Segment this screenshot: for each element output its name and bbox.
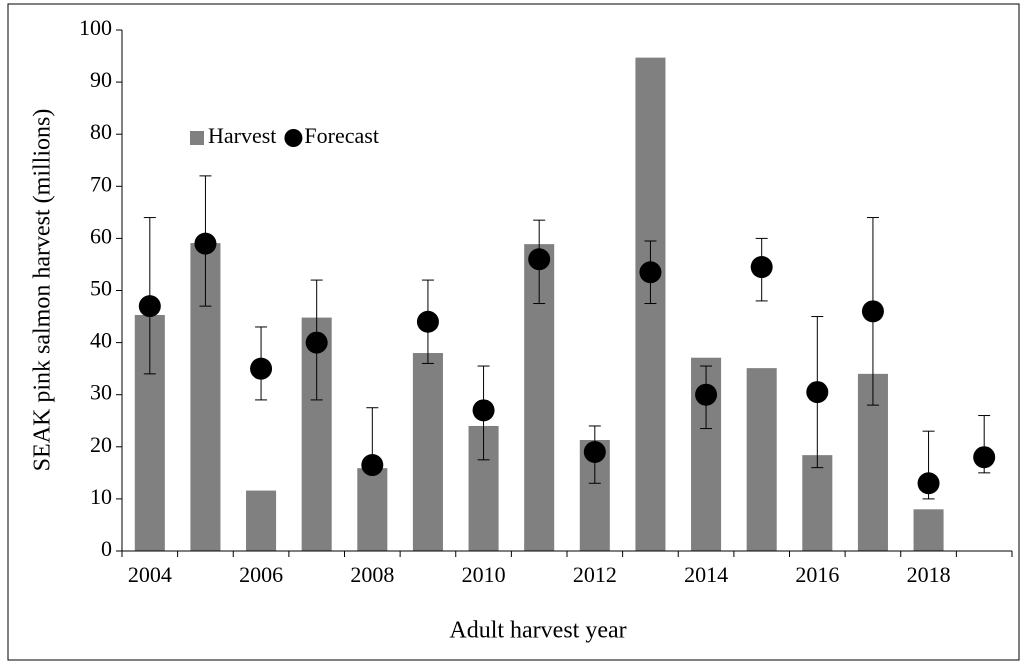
bar bbox=[913, 509, 944, 551]
y-tick-label: 40 bbox=[90, 328, 112, 353]
y-tick-label: 10 bbox=[90, 484, 112, 509]
point bbox=[194, 232, 217, 255]
point bbox=[806, 381, 829, 404]
x-tick-label: 2006 bbox=[239, 562, 283, 587]
x-tick-label: 2014 bbox=[684, 562, 728, 587]
x-axis-title: Adult harvest year bbox=[449, 618, 626, 644]
bar bbox=[412, 353, 443, 551]
point bbox=[639, 261, 662, 284]
bar bbox=[357, 468, 388, 551]
x-tick-label: 2016 bbox=[795, 562, 839, 587]
point bbox=[583, 441, 606, 464]
point bbox=[973, 446, 996, 469]
y-tick-label: 80 bbox=[90, 119, 112, 144]
point bbox=[472, 399, 495, 422]
y-tick-label: 100 bbox=[79, 15, 112, 40]
bar bbox=[635, 57, 666, 551]
y-tick-label: 90 bbox=[90, 67, 112, 92]
x-tick-label: 2010 bbox=[462, 562, 506, 587]
bar bbox=[802, 455, 833, 551]
y-tick-label: 70 bbox=[90, 171, 112, 196]
legend-label: Forecast bbox=[304, 123, 379, 148]
x-tick-label: 2004 bbox=[128, 562, 172, 587]
point bbox=[250, 357, 273, 380]
point bbox=[416, 310, 439, 333]
legend-swatch bbox=[284, 129, 303, 147]
point bbox=[361, 454, 384, 477]
y-tick-label: 0 bbox=[101, 536, 112, 561]
point bbox=[138, 295, 161, 318]
point bbox=[917, 472, 940, 495]
point bbox=[695, 383, 718, 406]
y-tick-label: 60 bbox=[90, 223, 112, 248]
x-tick-label: 2008 bbox=[350, 562, 394, 587]
y-tick-label: 50 bbox=[90, 276, 112, 301]
legend-swatch bbox=[190, 131, 204, 145]
point bbox=[528, 248, 551, 271]
y-tick-label: 30 bbox=[90, 380, 112, 405]
bar bbox=[746, 368, 777, 551]
point bbox=[750, 256, 773, 279]
x-tick-label: 2012 bbox=[573, 562, 617, 587]
point bbox=[305, 331, 328, 354]
x-tick-label: 2018 bbox=[907, 562, 951, 587]
legend-label: Harvest bbox=[208, 123, 276, 148]
bar bbox=[246, 490, 277, 551]
point bbox=[861, 300, 884, 323]
y-tick-label: 20 bbox=[90, 432, 112, 457]
y-axis-title: SEAK pink salmon harvest (millions) bbox=[30, 109, 56, 472]
